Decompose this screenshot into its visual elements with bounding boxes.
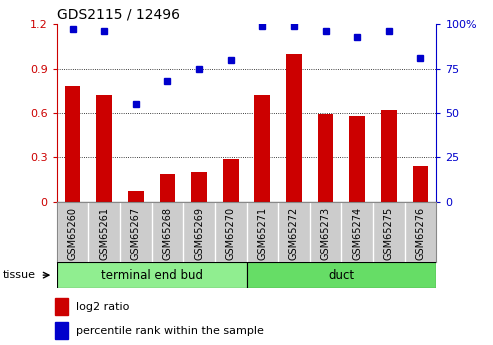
Text: GDS2115 / 12496: GDS2115 / 12496 — [57, 8, 179, 22]
Text: GSM65272: GSM65272 — [289, 207, 299, 260]
Bar — [55, 298, 68, 315]
Text: GSM65268: GSM65268 — [162, 207, 173, 260]
Text: terminal end bud: terminal end bud — [101, 269, 203, 282]
Bar — [413, 166, 428, 202]
Bar — [381, 110, 397, 202]
Bar — [286, 54, 302, 202]
Text: log2 ratio: log2 ratio — [76, 302, 130, 312]
Text: GSM65269: GSM65269 — [194, 207, 204, 260]
Bar — [96, 95, 112, 202]
Bar — [191, 172, 207, 202]
Text: GSM65275: GSM65275 — [384, 207, 394, 260]
Bar — [128, 191, 143, 202]
Text: GSM65260: GSM65260 — [68, 207, 77, 260]
Text: duct: duct — [328, 269, 354, 282]
Bar — [350, 116, 365, 202]
Text: percentile rank within the sample: percentile rank within the sample — [76, 326, 264, 336]
Text: GSM65273: GSM65273 — [320, 207, 331, 260]
Bar — [223, 159, 239, 202]
Text: tissue: tissue — [2, 270, 35, 280]
Bar — [160, 174, 176, 202]
FancyBboxPatch shape — [246, 262, 436, 288]
Bar — [55, 323, 68, 339]
Text: GSM65261: GSM65261 — [99, 207, 109, 260]
Bar — [65, 86, 80, 202]
Bar — [317, 115, 333, 202]
Text: GSM65270: GSM65270 — [226, 207, 236, 260]
Bar — [254, 95, 270, 202]
Text: GSM65271: GSM65271 — [257, 207, 267, 260]
Text: GSM65276: GSM65276 — [416, 207, 425, 260]
Text: GSM65267: GSM65267 — [131, 207, 141, 260]
FancyBboxPatch shape — [57, 262, 246, 288]
Text: GSM65274: GSM65274 — [352, 207, 362, 260]
